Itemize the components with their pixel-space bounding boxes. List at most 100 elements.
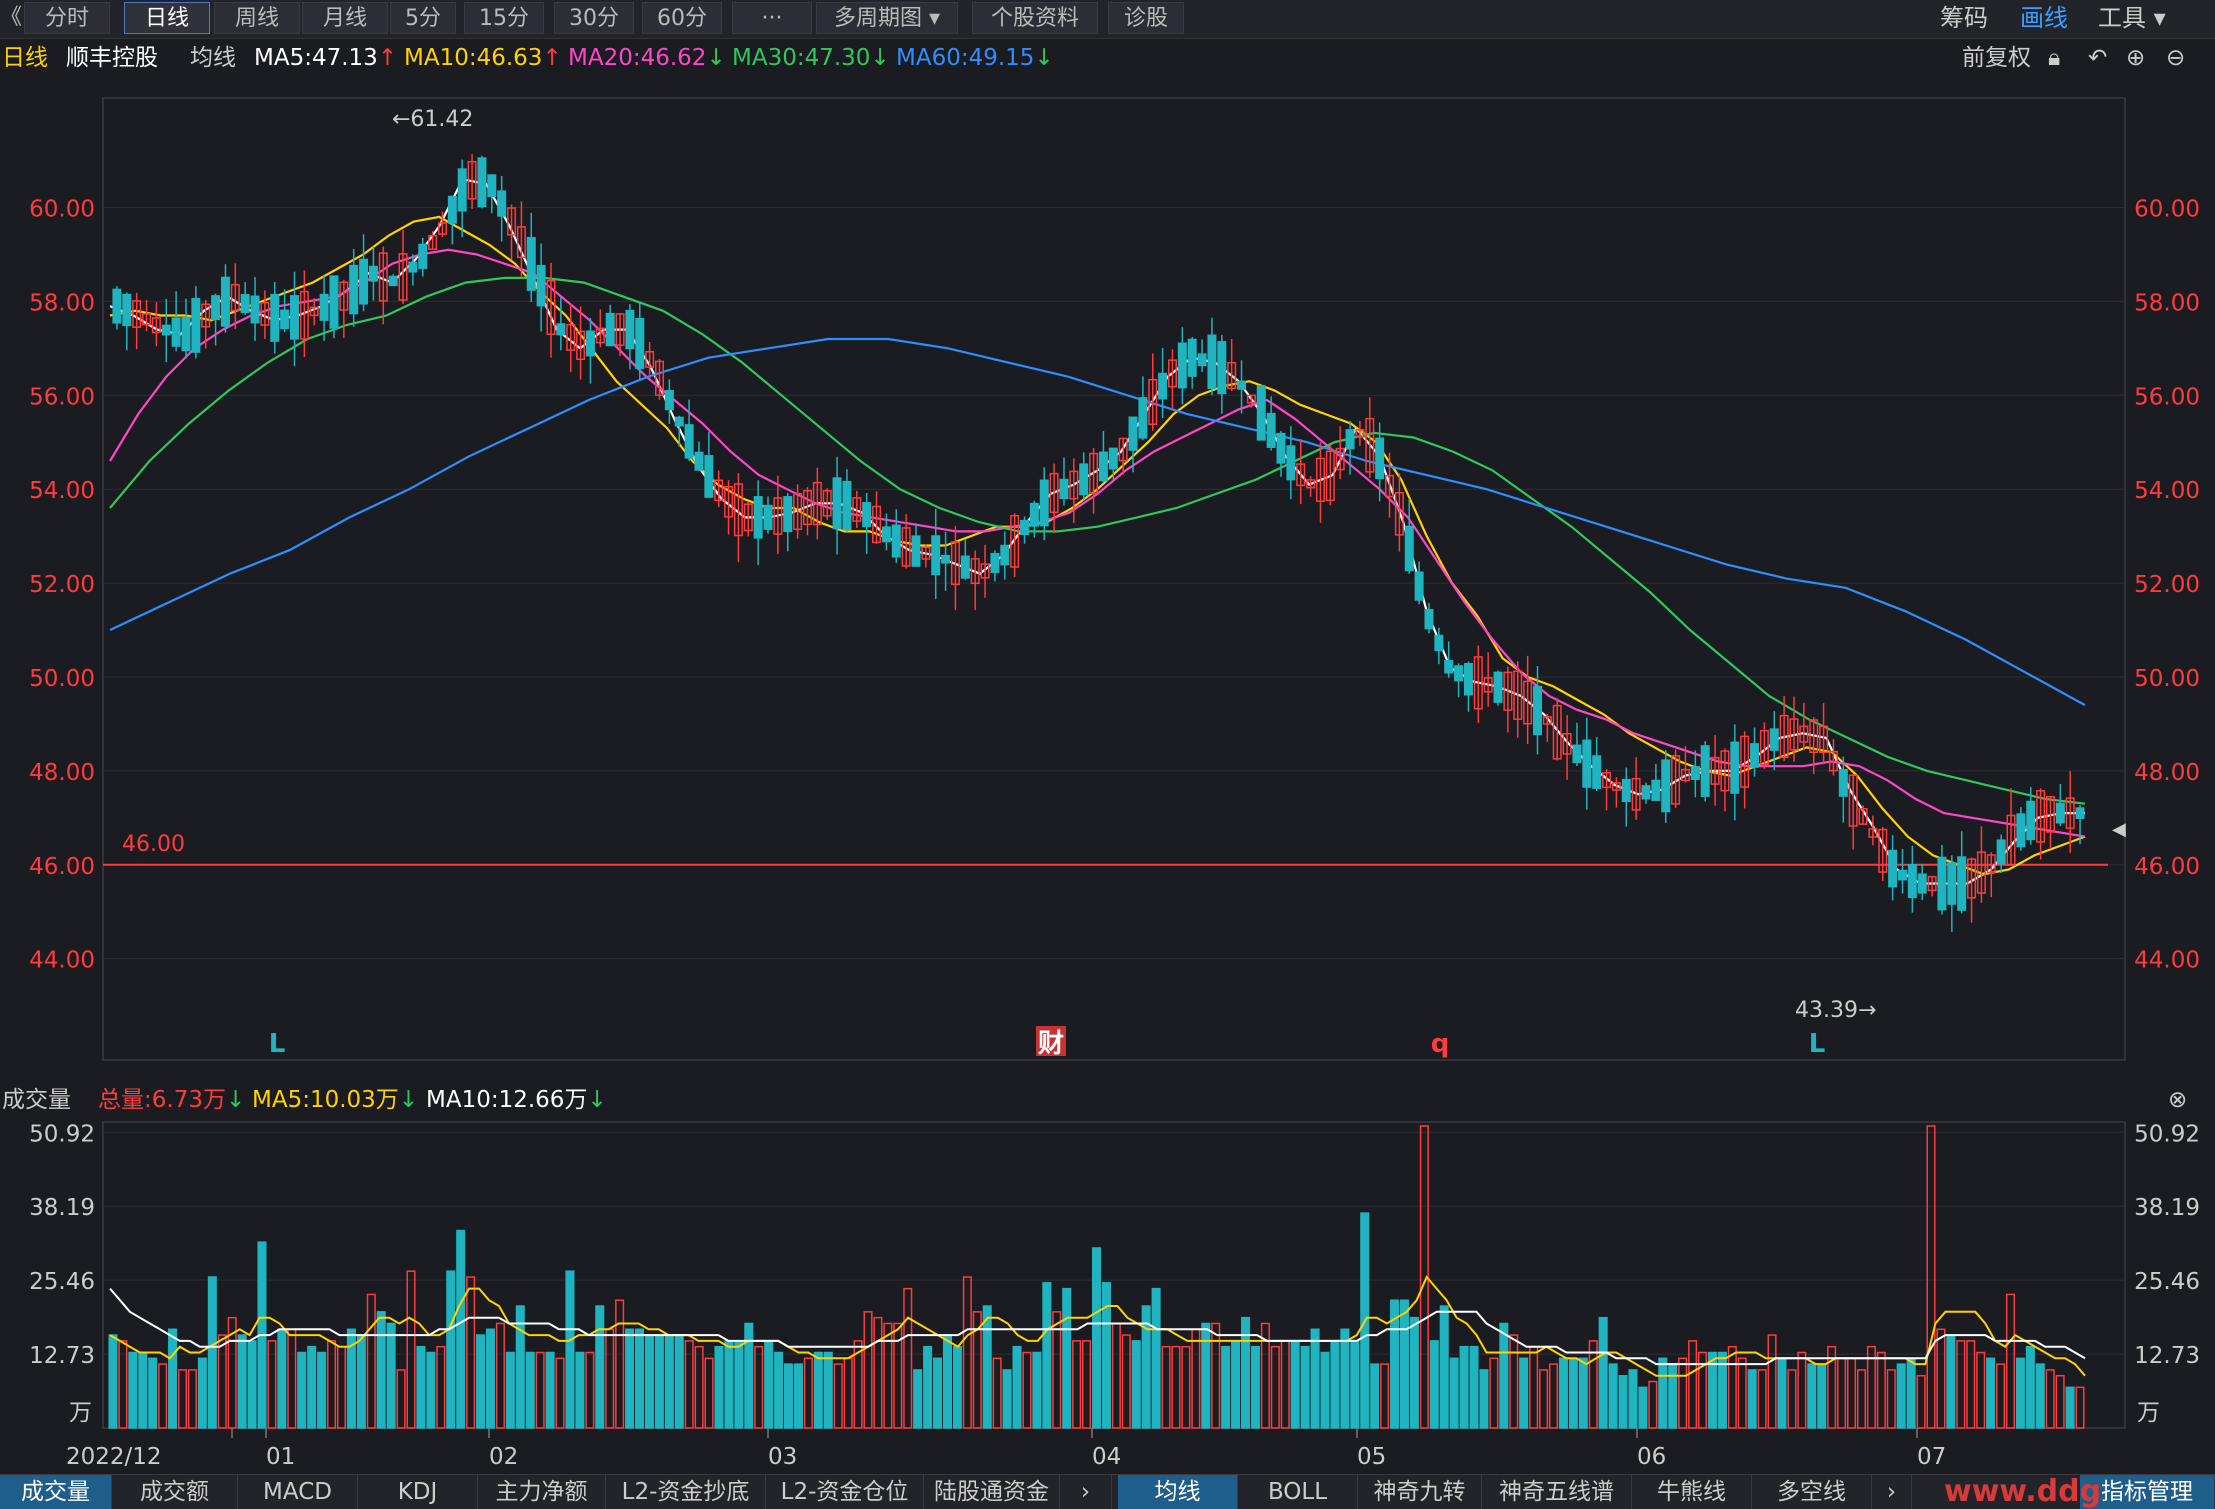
volume-bar (515, 1305, 525, 1429)
candle-body (1759, 729, 1769, 766)
volume-bar (168, 1328, 178, 1429)
volume-bar (1340, 1328, 1350, 1429)
tools-dropdown[interactable]: 工具 ▾ (2098, 0, 2166, 36)
candle-body (1562, 733, 1572, 755)
volume-info-bar: 成交量 总量:6.73万↓ MA5:10.03万↓ MA10:12.66万↓ ⊗ (0, 1082, 2215, 1118)
tab-weekly[interactable]: 周线 (214, 2, 300, 34)
candle-body (2065, 797, 2075, 829)
candle-body (1532, 685, 1542, 736)
volume-bar (1002, 1369, 1012, 1429)
candle-body (1049, 472, 1059, 513)
tab-daily[interactable]: 日线 (124, 2, 210, 34)
tab-5min[interactable]: 5分 (390, 2, 456, 34)
candle-body (122, 293, 132, 327)
volume-bar (158, 1363, 168, 1429)
volume-bar (754, 1345, 764, 1429)
volume-chart[interactable]: 50.92 50.92 38.19 38.19 25.46 25.46 12.73 12.73… (0, 1118, 2215, 1474)
draw-line-button[interactable]: 画线 (2020, 4, 2068, 32)
y-tick-label-right: 58.00 (2134, 290, 2200, 316)
tab-l2-bottom[interactable]: L2-资金抄底 (606, 1475, 766, 1509)
tab-boll[interactable]: BOLL (1238, 1475, 1358, 1509)
candle-body (467, 160, 477, 200)
candle-body (1976, 851, 1986, 894)
y-tick-label-left: 44.00 (29, 948, 95, 974)
finance-marker-bg (1036, 1026, 1066, 1056)
volume-bar (1101, 1282, 1111, 1429)
tab-fenshi[interactable]: 分时 (24, 2, 110, 34)
candle-body (1246, 394, 1256, 404)
candle-body (1286, 445, 1296, 481)
undo-icon[interactable]: ↶ (2088, 45, 2108, 71)
volume-bar (634, 1328, 645, 1429)
volume-bar (1787, 1369, 1797, 1429)
diagnose-button[interactable]: 诊股 (1108, 2, 1184, 34)
volume-bar (207, 1276, 217, 1429)
volume-bar (2055, 1374, 2065, 1429)
more-button[interactable]: ··· (732, 2, 812, 34)
tab-30min[interactable]: 30分 (554, 2, 634, 34)
candle-body (161, 324, 171, 336)
volume-bar (1191, 1328, 1201, 1429)
close-icon[interactable]: ⊗ (2168, 1087, 2188, 1113)
price-chart[interactable]: 44.00 44.00 46.00 46.00 48.00 48.00 50.00 50.00… (0, 78, 2215, 1078)
low-annotation: 43.39→ (1795, 998, 1876, 1023)
tab-macd[interactable]: MACD (238, 1475, 358, 1509)
volume-bar (545, 1351, 555, 1429)
tab-turnover[interactable]: 成交额 (112, 1475, 238, 1509)
tab-15min[interactable]: 15分 (464, 2, 544, 34)
candle-body (1197, 353, 1207, 367)
candle-body (1720, 750, 1730, 792)
tab-60min[interactable]: 60分 (642, 2, 722, 34)
volume-bar (1509, 1334, 1519, 1429)
volume-total: 总量:6.73万↓ (98, 1082, 245, 1118)
candle-body (211, 295, 221, 321)
volume-unit-left: 万 (69, 1400, 92, 1426)
tab-magic-nine[interactable]: 神奇九转 (1358, 1475, 1482, 1509)
tab-l2-position[interactable]: L2-资金仓位 (766, 1475, 924, 1509)
chevron-right-icon[interactable]: › (1060, 1475, 1112, 1509)
volume-bar (1519, 1357, 1529, 1429)
volume-bar (1032, 1351, 1042, 1429)
volume-bar (1548, 1363, 1559, 1429)
volume-bar (1558, 1357, 1568, 1429)
tab-bull-bear[interactable]: 牛熊线 (1632, 1475, 1752, 1509)
tab-magic-five[interactable]: 神奇五线谱 (1482, 1475, 1632, 1509)
multi-period-dropdown[interactable]: 多周期图 ▾ (816, 2, 958, 34)
volume-bar (1797, 1351, 1807, 1429)
candle-body (783, 496, 793, 533)
indicator-manage-button[interactable]: 指标管理 (2080, 1475, 2215, 1509)
candle-body (368, 265, 378, 282)
volume-bar (654, 1334, 664, 1429)
volume-bar (1429, 1340, 1439, 1429)
volume-bar (1330, 1340, 1340, 1429)
zoom-out-icon[interactable]: ⊖ (2166, 45, 2186, 71)
volume-bar (1052, 1311, 1062, 1429)
candle-body (1700, 745, 1710, 797)
zoom-in-icon[interactable]: ⊕ (2126, 45, 2146, 71)
tab-main-net[interactable]: 主力净额 (478, 1475, 606, 1509)
candle-body (753, 496, 763, 539)
candle-body (1454, 665, 1464, 682)
candle-body (378, 252, 388, 302)
tab-northbound[interactable]: 陆股通资金 (924, 1475, 1060, 1509)
candle-body (802, 489, 812, 526)
tab-long-short[interactable]: 多空线 (1752, 1475, 1872, 1509)
tab-kdj[interactable]: KDJ (358, 1475, 478, 1509)
back-arrow-icon[interactable]: 《 (0, 5, 23, 30)
chip-distribution-button[interactable]: 筹码 (1940, 4, 1988, 32)
chevron-right-icon[interactable]: › (1872, 1475, 1912, 1509)
candle-body (881, 526, 891, 543)
candle-body (891, 524, 901, 558)
stock-info-button[interactable]: 个股资料 (972, 2, 1098, 34)
volume-bar (1568, 1357, 1578, 1429)
tab-monthly[interactable]: 月线 (302, 2, 388, 34)
lock-icon[interactable]: 🔒︎ (2048, 45, 2061, 71)
candle-body (862, 502, 872, 528)
ma-label[interactable]: 均线 (190, 45, 236, 71)
adjust-label[interactable]: 前复权 (1962, 45, 2031, 71)
volume-bar (1618, 1374, 1628, 1429)
candle-body (2036, 790, 2046, 843)
tab-ma[interactable]: 均线 (1118, 1475, 1238, 1509)
volume-bar (1399, 1299, 1410, 1429)
tab-volume[interactable]: 成交量 (0, 1475, 112, 1509)
